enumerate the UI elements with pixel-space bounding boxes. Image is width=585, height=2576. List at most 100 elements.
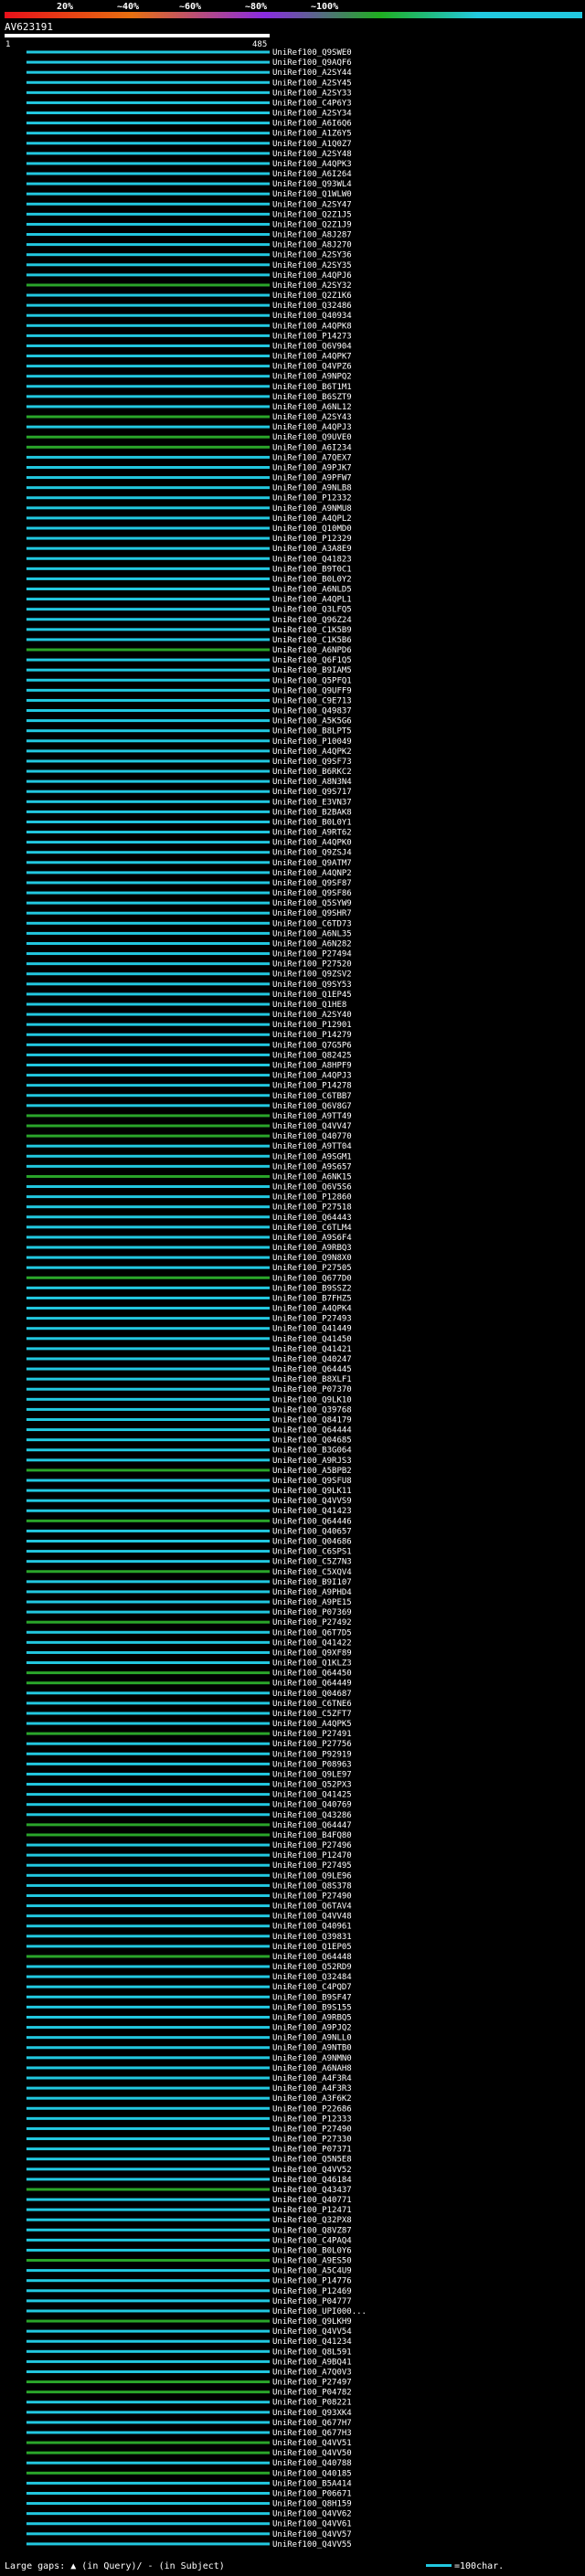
- hit-label[interactable]: UniRef100_Q43437: [272, 2186, 352, 2195]
- hit-row[interactable]: UniRef100_B5A414: [26, 2479, 352, 2488]
- hit-label[interactable]: UniRef100_A9RBQ5: [272, 2013, 352, 2022]
- hit-row[interactable]: UniRef100_Q5PFQ1: [26, 676, 352, 685]
- hit-label[interactable]: UniRef100_B6SZT9: [272, 393, 352, 402]
- hit-bar[interactable]: [26, 2431, 270, 2434]
- hit-bar[interactable]: [26, 283, 270, 287]
- hit-label[interactable]: UniRef100_P10049: [272, 737, 352, 747]
- hit-row[interactable]: UniRef100_A9PE15: [26, 1598, 352, 1607]
- hit-label[interactable]: UniRef100_Q1KLZ3: [272, 1659, 352, 1669]
- hit-bar[interactable]: [26, 1246, 270, 1249]
- hit-bar[interactable]: [26, 2471, 270, 2475]
- hit-label[interactable]: UniRef100_Q6V5S6: [272, 1183, 352, 1193]
- hit-bar[interactable]: [26, 1134, 270, 1138]
- hit-label[interactable]: UniRef100_A4QPK0: [272, 839, 352, 848]
- hit-bar[interactable]: [26, 2248, 270, 2252]
- hit-row[interactable]: UniRef100_P07371: [26, 2146, 352, 2155]
- hit-row[interactable]: UniRef100_B4FQ80: [26, 1831, 352, 1840]
- hit-row[interactable]: UniRef100_Q9SF73: [26, 758, 352, 767]
- hit-row[interactable]: UniRef100_Q43437: [26, 2186, 352, 2195]
- hit-row[interactable]: UniRef100_Q40769: [26, 1801, 352, 1810]
- hit-row[interactable]: UniRef100_Q9LK11: [26, 1487, 352, 1496]
- hit-label[interactable]: UniRef100_Q64448: [272, 1953, 352, 1962]
- hit-row[interactable]: UniRef100_P04777: [26, 2297, 352, 2306]
- hit-bar[interactable]: [26, 931, 270, 935]
- hit-bar[interactable]: [26, 2026, 270, 2030]
- hit-label[interactable]: UniRef100_A4QPJ3: [272, 423, 352, 432]
- hit-label[interactable]: UniRef100_A4F3R4: [272, 2074, 352, 2083]
- hit-bar[interactable]: [26, 1924, 270, 1928]
- hit-bar[interactable]: [26, 2208, 270, 2211]
- hit-row[interactable]: UniRef100_B6SZT9: [26, 393, 352, 402]
- hit-row[interactable]: UniRef100_Q9SHR7: [26, 909, 352, 918]
- hit-label[interactable]: UniRef100_Q9LK11: [272, 1487, 352, 1496]
- hit-label[interactable]: UniRef100_P27505: [272, 1264, 352, 1273]
- hit-row[interactable]: UniRef100_Q64447: [26, 1821, 352, 1830]
- hit-label[interactable]: UniRef100_Q6V904: [272, 342, 352, 351]
- hit-label[interactable]: UniRef100_Q8L591: [272, 2348, 352, 2357]
- hit-row[interactable]: UniRef100_P27518: [26, 1203, 352, 1213]
- hit-label[interactable]: UniRef100_A6NL12: [272, 403, 352, 412]
- hit-row[interactable]: UniRef100_A4QPJ3: [26, 423, 352, 432]
- hit-row[interactable]: UniRef100_Q40934: [26, 312, 352, 321]
- hit-row[interactable]: UniRef100_Q677H3: [26, 2429, 352, 2438]
- hit-label[interactable]: UniRef100_A4F3R3: [272, 2084, 352, 2094]
- hit-row[interactable]: UniRef100_Q4VV47: [26, 1122, 352, 1131]
- hit-row[interactable]: UniRef100_P27496: [26, 1841, 352, 1850]
- hit-bar[interactable]: [26, 1803, 270, 1807]
- hit-row[interactable]: UniRef100_A8J287: [26, 231, 352, 240]
- hit-label[interactable]: UniRef100_E3VN37: [272, 798, 352, 807]
- hit-row[interactable]: UniRef100_Q9SWE0: [26, 48, 352, 58]
- hit-label[interactable]: UniRef100_Q82425: [272, 1051, 352, 1060]
- hit-bar[interactable]: [26, 921, 270, 925]
- hit-label[interactable]: UniRef100_C4PAQ4: [272, 2236, 352, 2245]
- hit-row[interactable]: UniRef100_P07370: [26, 1385, 352, 1394]
- hit-row[interactable]: UniRef100_P27490: [26, 2125, 352, 2134]
- hit-bar[interactable]: [26, 2522, 270, 2526]
- hit-bar[interactable]: [26, 577, 270, 580]
- hit-row[interactable]: UniRef100_Q8VZ87: [26, 2226, 352, 2235]
- hit-label[interactable]: UniRef100_B9IAM5: [272, 666, 352, 675]
- hit-bar[interactable]: [26, 2157, 270, 2161]
- hit-label[interactable]: UniRef100_A4QPK5: [272, 1720, 352, 1729]
- hit-label[interactable]: UniRef100_A9NLB8: [272, 484, 352, 493]
- hit-label[interactable]: UniRef100_P14279: [272, 1031, 352, 1040]
- hit-bar[interactable]: [26, 972, 270, 976]
- hit-label[interactable]: UniRef100_A6N282: [272, 939, 352, 949]
- hit-row[interactable]: UniRef100_A4QPK5: [26, 1720, 352, 1729]
- hit-label[interactable]: UniRef100_Q5SYW9: [272, 899, 352, 908]
- hit-bar[interactable]: [26, 2441, 270, 2444]
- hit-bar[interactable]: [26, 1347, 270, 1351]
- hit-label[interactable]: UniRef100_Q7G5P6: [272, 1041, 352, 1050]
- hit-bar[interactable]: [26, 1873, 270, 1877]
- hit-row[interactable]: UniRef100_B9IAM5: [26, 666, 352, 675]
- hit-row[interactable]: UniRef100_Q9ZSJ4: [26, 849, 352, 858]
- hit-bar[interactable]: [26, 1012, 270, 1016]
- hit-bar[interactable]: [26, 567, 270, 570]
- hit-row[interactable]: UniRef100_P12332: [26, 494, 352, 504]
- hit-bar[interactable]: [26, 1053, 270, 1056]
- hit-row[interactable]: UniRef100_Q9SFU8: [26, 1477, 352, 1486]
- hit-bar[interactable]: [26, 1084, 270, 1087]
- hit-bar[interactable]: [26, 2126, 270, 2130]
- hit-label[interactable]: UniRef100_P27490: [272, 2125, 352, 2134]
- hit-label[interactable]: UniRef100_A9RBQ3: [272, 1244, 352, 1253]
- hit-row[interactable]: UniRef100_B0L0Y6: [26, 2246, 352, 2255]
- hit-bar[interactable]: [26, 1955, 270, 1958]
- hit-label[interactable]: UniRef100_Q4VPZ6: [272, 363, 352, 372]
- hit-row[interactable]: UniRef100_P27494: [26, 950, 352, 959]
- hit-row[interactable]: UniRef100_C4P6Y3: [26, 99, 352, 108]
- hit-bar[interactable]: [26, 861, 270, 864]
- hit-label[interactable]: UniRef100_P14278: [272, 1082, 352, 1091]
- hit-label[interactable]: UniRef100_C1K5B6: [272, 636, 352, 645]
- hit-bar[interactable]: [26, 233, 270, 237]
- hit-bar[interactable]: [26, 1560, 270, 1564]
- hit-row[interactable]: UniRef100_A6N282: [26, 939, 352, 949]
- hit-label[interactable]: UniRef100_A9PJK7: [272, 463, 352, 472]
- hit-label[interactable]: UniRef100_Q1EP05: [272, 1943, 352, 1952]
- hit-row[interactable]: UniRef100_C5XQV4: [26, 1568, 352, 1577]
- hit-row[interactable]: UniRef100_B9T0C1: [26, 565, 352, 574]
- hit-label[interactable]: UniRef100_Q41823: [272, 555, 352, 564]
- hit-label[interactable]: UniRef100_A9PHD4: [272, 1588, 352, 1597]
- hit-row[interactable]: UniRef100_Q9N8X0: [26, 1254, 352, 1263]
- hit-label[interactable]: UniRef100_A9TT04: [272, 1142, 352, 1151]
